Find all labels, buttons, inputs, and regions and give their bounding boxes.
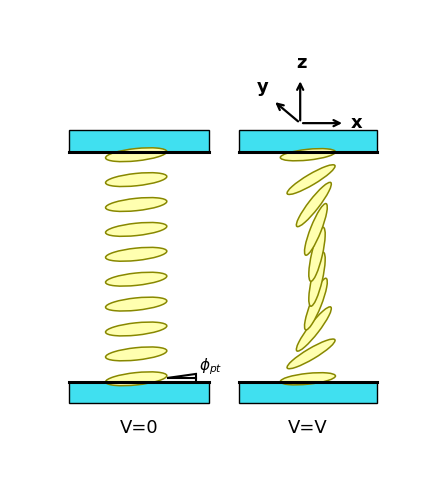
Ellipse shape bbox=[305, 204, 327, 255]
Ellipse shape bbox=[105, 148, 167, 162]
Text: x: x bbox=[351, 114, 363, 132]
Ellipse shape bbox=[105, 372, 167, 386]
Ellipse shape bbox=[105, 347, 167, 361]
Ellipse shape bbox=[280, 148, 335, 161]
Ellipse shape bbox=[309, 252, 325, 306]
Ellipse shape bbox=[105, 272, 167, 286]
Ellipse shape bbox=[287, 339, 335, 368]
Ellipse shape bbox=[287, 164, 335, 194]
Ellipse shape bbox=[105, 322, 167, 336]
Ellipse shape bbox=[280, 372, 335, 385]
Ellipse shape bbox=[305, 278, 327, 330]
Bar bbox=[239, 382, 377, 404]
Bar bbox=[69, 382, 209, 404]
Bar bbox=[239, 130, 377, 152]
Ellipse shape bbox=[105, 198, 167, 211]
Ellipse shape bbox=[309, 228, 325, 281]
Text: z: z bbox=[296, 54, 307, 72]
Ellipse shape bbox=[105, 222, 167, 236]
Text: $\phi_{pt}$: $\phi_{pt}$ bbox=[199, 356, 223, 378]
Ellipse shape bbox=[105, 172, 167, 186]
Text: y: y bbox=[256, 78, 269, 96]
Ellipse shape bbox=[105, 248, 167, 261]
Ellipse shape bbox=[296, 307, 331, 351]
Bar bbox=[69, 130, 209, 152]
Text: V=V: V=V bbox=[288, 419, 328, 437]
Ellipse shape bbox=[296, 182, 331, 226]
Text: V=0: V=0 bbox=[120, 419, 158, 437]
Ellipse shape bbox=[105, 297, 167, 311]
